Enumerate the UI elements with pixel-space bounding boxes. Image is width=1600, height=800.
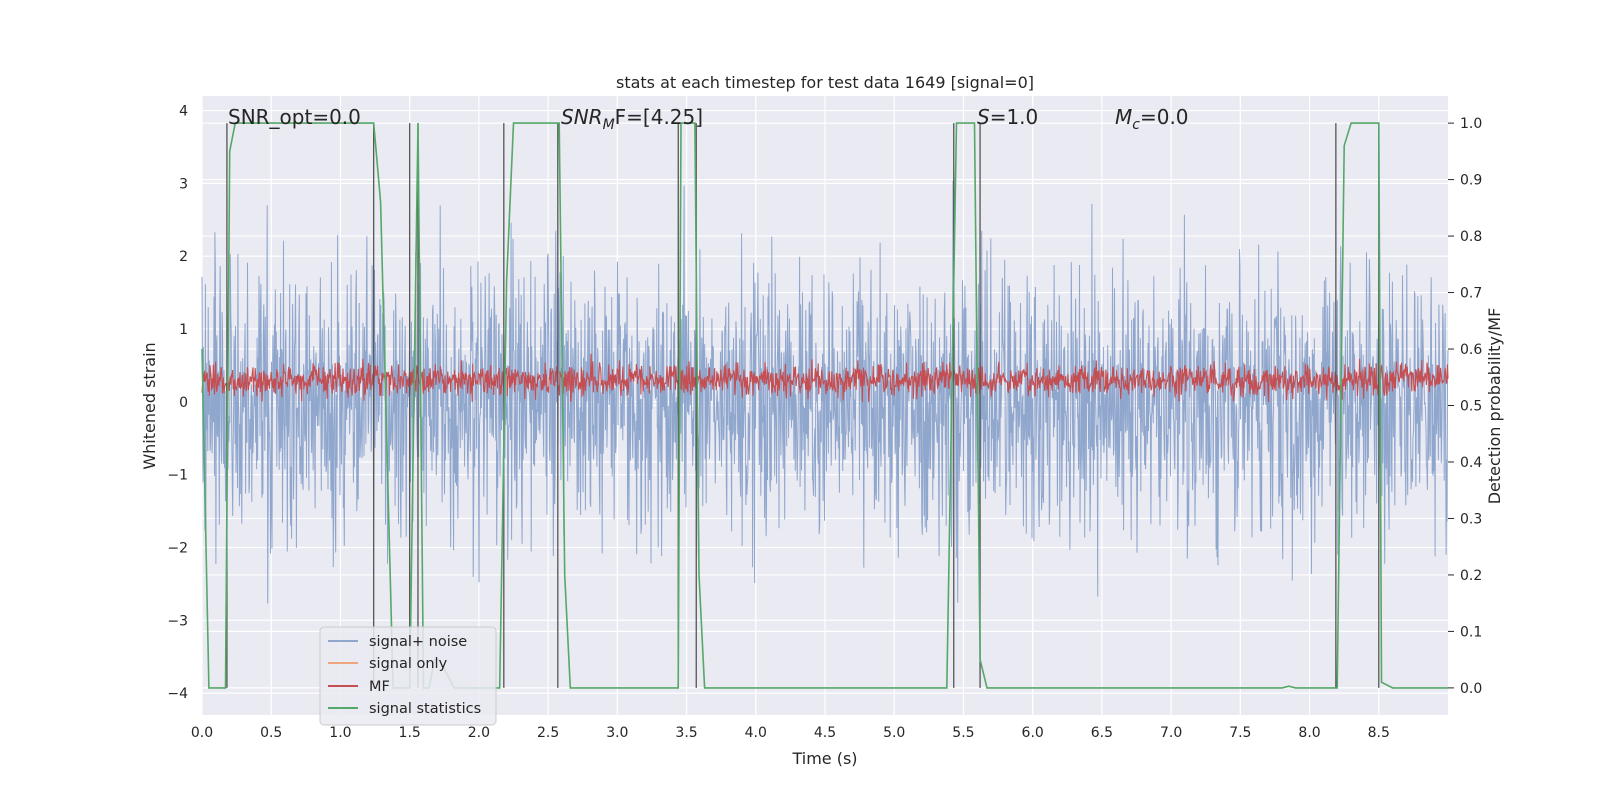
y-right-tick-labels: 1.0 0.9 0.8 0.7 0.6 0.5 0.4 0.3 0.2 0.1 0.0	[1448, 116, 1482, 697]
x-tick-label: 3.0	[606, 725, 628, 741]
y-tick-label: −1	[167, 468, 188, 484]
y-tick-label: −3	[167, 613, 188, 629]
x-tick-label: 3.5	[675, 725, 697, 741]
y-right-axis-label: Detection probability/MF	[1485, 308, 1504, 505]
y-tick-label: 0	[179, 395, 188, 411]
snr-mf-main: SNR	[561, 105, 603, 129]
y-right-tick-label: 0.3	[1460, 511, 1482, 527]
x-tick-label: 7.5	[1229, 725, 1251, 741]
x-tick-label: 8.0	[1298, 725, 1320, 741]
x-tick-label: 1.0	[329, 725, 351, 741]
y-tick-label: −4	[167, 686, 188, 702]
snr-mf-annotation: SNRMF=[4.25]	[561, 105, 703, 133]
legend-label-stats: signal statistics	[369, 701, 481, 717]
x-tick-label: 2.0	[468, 725, 490, 741]
legend: signal+ noise signal only MF signal stat…	[319, 626, 497, 726]
y-right-tick-label: 1.0	[1460, 116, 1482, 132]
y-axis-label: Whitened strain	[140, 342, 159, 469]
y-right-tick-label: 0.6	[1460, 342, 1482, 358]
x-tick-label: 7.0	[1160, 725, 1182, 741]
legend-box	[319, 626, 497, 726]
y-right-tick-label: 0.5	[1460, 399, 1482, 415]
x-tick-label: 5.0	[883, 725, 905, 741]
x-tick-label: 8.5	[1368, 725, 1390, 741]
chart-title: stats at each timestep for test data 164…	[616, 73, 1034, 92]
y-tick-label: 4	[179, 104, 188, 120]
mc-annotation: Mc=0.0	[1115, 105, 1189, 133]
snr-mf-rest: F=[4.25]	[615, 105, 703, 129]
x-tick-label: 6.0	[1022, 725, 1044, 741]
mc-main: M	[1115, 105, 1132, 129]
x-tick-label: 2.5	[537, 725, 559, 741]
y-right-tick-label: 0.0	[1460, 681, 1482, 697]
x-tick-label: 6.5	[1091, 725, 1113, 741]
x-tick-labels: 0.0 0.5 1.0 1.5 2.0 2.5 3.0 3.5 4.0 4.5 5.0 5.5 6.0 6…	[191, 725, 1390, 741]
x-axis-label: Time (s)	[791, 749, 857, 768]
s-main: S	[977, 105, 990, 129]
y-right-tick-label: 0.9	[1460, 173, 1482, 189]
y-right-tick-label: 0.7	[1460, 286, 1482, 302]
x-tick-label: 4.5	[814, 725, 836, 741]
y-tick-label: 1	[179, 322, 188, 338]
y-tick-label: 2	[179, 249, 188, 265]
mc-sub: c	[1132, 117, 1140, 133]
snr-mf-sub: M	[603, 117, 615, 133]
y-tick-label: 3	[179, 176, 188, 192]
y-right-tick-label: 0.1	[1460, 624, 1482, 640]
y-right-tick-label: 0.2	[1460, 568, 1482, 584]
x-tick-label: 4.0	[745, 725, 767, 741]
legend-label-mf: MF	[369, 679, 390, 695]
y-tick-labels: 4 3 2 1 0 −1 −2 −3 −4	[167, 104, 188, 703]
y-right-tick-label: 0.4	[1460, 455, 1482, 471]
y-tick-label: −2	[167, 541, 188, 557]
x-tick-label: 1.5	[399, 725, 421, 741]
signal-statistics-series	[201, 122, 1448, 689]
x-tick-label: 0.5	[260, 725, 282, 741]
x-tick-label: 5.5	[952, 725, 974, 741]
snr-opt-annotation: SNR_opt=0.0	[228, 105, 361, 129]
s-annotation: S=1.0	[977, 105, 1038, 129]
legend-label-signal: signal only	[369, 656, 448, 672]
signal-statistics-line	[201, 122, 1448, 689]
x-tick-label: 0.0	[191, 725, 213, 741]
y-right-tick-label: 0.8	[1460, 229, 1482, 245]
s-rest: =1.0	[990, 105, 1039, 129]
legend-label-noise: signal+ noise	[369, 634, 467, 650]
mc-rest: =0.0	[1140, 105, 1189, 129]
